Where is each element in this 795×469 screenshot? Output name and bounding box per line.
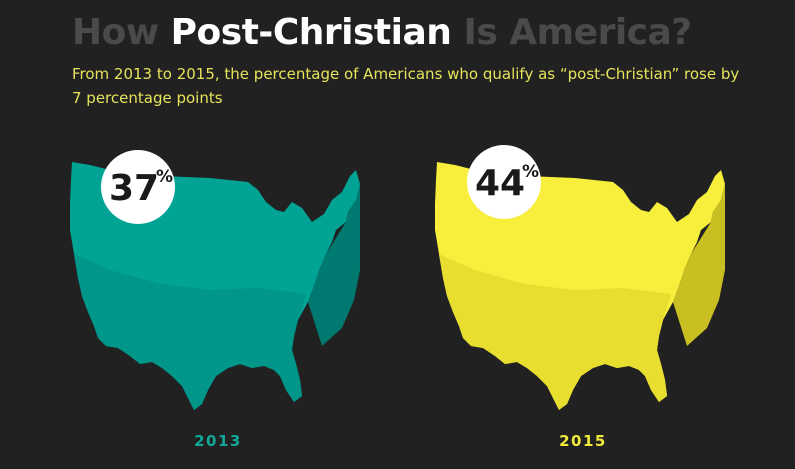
- chart-marks: 37% 2013 44% 2015: [70, 145, 725, 450]
- category-label-2013: 2013: [194, 432, 242, 450]
- page-subtitle: From 2013 to 2015, the percentage of Ame…: [72, 65, 740, 107]
- page-title: How Post-Christian Is America?: [72, 8, 772, 58]
- title-part-2: Post-Christian: [170, 12, 452, 53]
- value-circle-2015: [467, 145, 541, 219]
- category-label-2015: 2015: [559, 432, 607, 450]
- percent-sign-2013: %: [156, 167, 173, 187]
- data-label-2015: 44: [475, 163, 525, 204]
- percent-sign-2015: %: [522, 162, 539, 182]
- title-part-1: How: [72, 12, 171, 53]
- title-part-3: Is America?: [451, 12, 692, 53]
- value-circle-2013: [101, 150, 175, 224]
- data-label-2013: 37: [109, 168, 159, 209]
